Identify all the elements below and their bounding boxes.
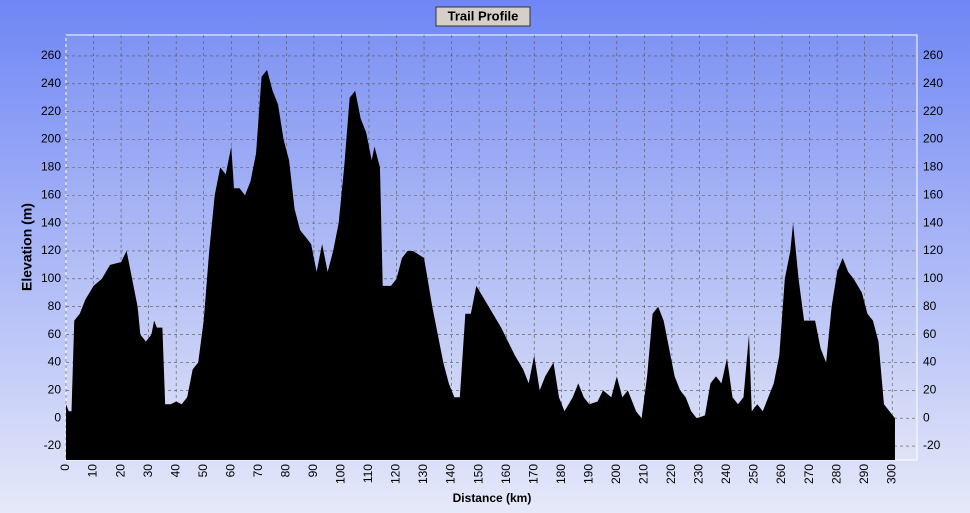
x-tick-label: 210 [637,464,651,484]
y2-tick-label: 80 [923,299,937,313]
y-tick-label: 220 [41,104,61,118]
y2-tick-label: 260 [923,48,943,62]
y2-tick-label: -20 [923,438,941,452]
y2-tick-label: 120 [923,243,943,257]
x-tick-label: 300 [884,464,898,484]
x-tick-label: 170 [526,464,540,484]
chart-title: Trail Profile [448,8,519,23]
x-tick-label: 250 [747,464,761,484]
y-tick-label: 60 [48,327,62,341]
x-tick-label: 100 [334,464,348,484]
x-tick-label: 220 [664,464,678,484]
x-axis-label: Distance (km) [453,491,532,505]
y-tick-label: 20 [48,382,62,396]
x-tick-label: 10 [86,464,100,478]
x-tick-label: 180 [554,464,568,484]
x-tick-label: 140 [444,464,458,484]
y2-tick-label: 140 [923,215,943,229]
y2-tick-label: 0 [923,410,930,424]
x-tick-label: 130 [416,464,430,484]
y-tick-label: 0 [54,410,61,424]
x-tick-label: 120 [389,464,403,484]
y2-tick-label: 20 [923,382,937,396]
x-tick-label: 90 [306,464,320,478]
y-tick-label: 100 [41,271,61,285]
x-tick-label: 260 [774,464,788,484]
x-tick-label: 40 [168,464,182,478]
y-tick-label: 160 [41,187,61,201]
y2-tick-label: 100 [923,271,943,285]
elevation-area [66,69,895,461]
x-tick-label: 230 [692,464,706,484]
x-tick-label: 190 [581,464,595,484]
x-tick-label: 70 [251,464,265,478]
y-tick-label: 40 [48,355,62,369]
y-tick-label: 120 [41,243,61,257]
x-tick-label: 160 [499,464,513,484]
x-tick-label: 30 [141,464,155,478]
x-tick-label: 200 [609,464,623,484]
x-tick-label: 60 [223,464,237,478]
x-tick-label: 110 [361,464,375,483]
y-tick-label: 140 [41,215,61,229]
y2-tick-label: 160 [923,187,943,201]
y2-tick-label: 180 [923,160,943,174]
y-tick-label: 260 [41,48,61,62]
x-tick-label: 20 [113,464,127,478]
y-tick-label: 180 [41,160,61,174]
y-tick-label: 80 [48,299,62,313]
x-tick-label: 0 [58,464,72,471]
x-tick-label: 150 [471,464,485,484]
x-tick-label: 290 [857,464,871,484]
y-tick-label: -20 [44,438,62,452]
x-tick-label: 280 [829,464,843,484]
y2-tick-label: 40 [923,355,937,369]
y2-tick-label: 200 [923,132,943,146]
y-tick-label: 200 [41,132,61,146]
x-tick-label: 270 [802,464,816,484]
x-tick-label: 240 [719,464,733,484]
y2-tick-label: 60 [923,327,937,341]
title-box [435,6,531,27]
y2-tick-label: 220 [923,104,943,118]
x-tick-label: 80 [278,464,292,478]
y2-tick-label: 240 [923,76,943,90]
x-tick-label: 50 [196,464,210,478]
y-axis-label: Elevation (m) [19,203,35,291]
y-tick-label: 240 [41,76,61,90]
